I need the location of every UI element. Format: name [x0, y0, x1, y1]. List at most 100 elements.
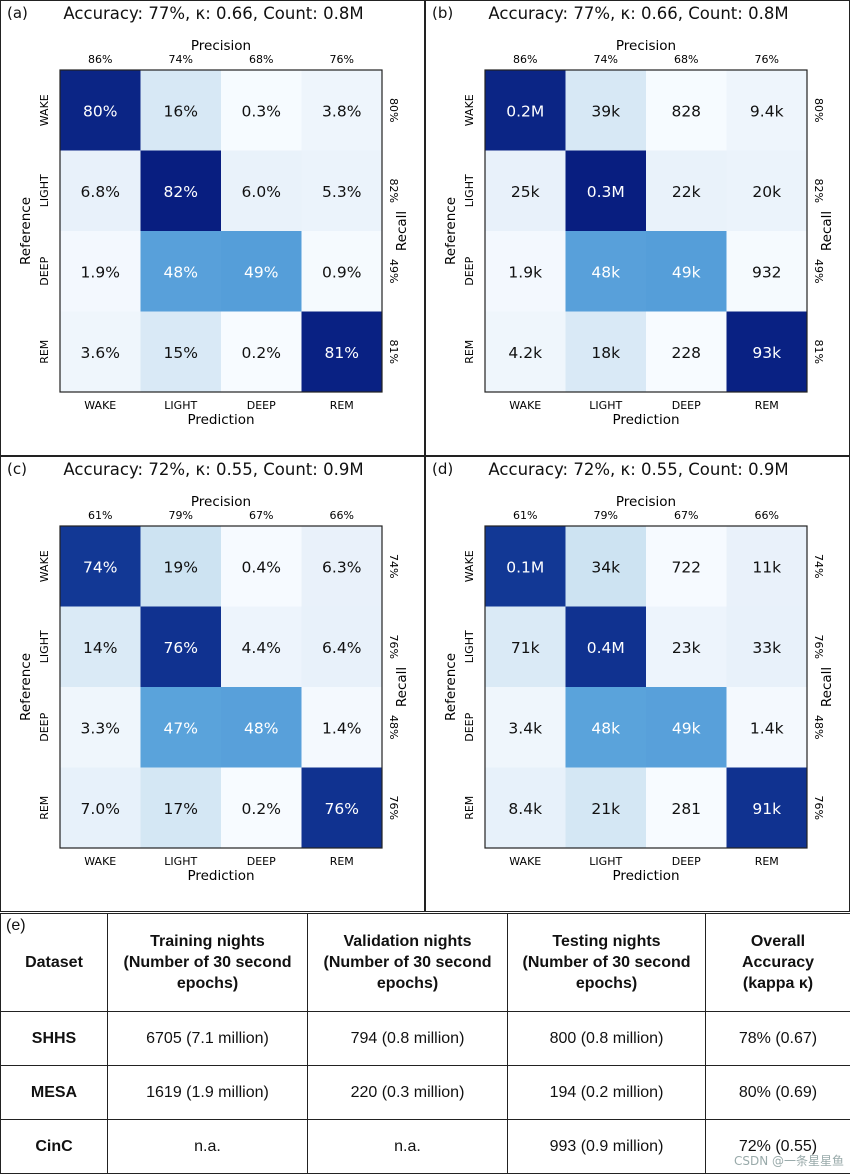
recall-tick-label: 76% — [812, 796, 825, 820]
cell-value-label: 4.4% — [242, 639, 281, 657]
recall-tick-label: 82% — [812, 179, 825, 203]
y-tick-label: LIGHT — [38, 630, 51, 663]
cell-value-label: 8.4k — [508, 800, 542, 818]
cell-value-label: 49% — [244, 263, 278, 281]
x-tick-label: REM — [755, 399, 779, 412]
x-tick-label: LIGHT — [589, 855, 622, 868]
cell-value-label: 22k — [672, 183, 701, 201]
table-row: MESA 1619 (1.9 million) 220 (0.3 million… — [1, 1066, 850, 1120]
y-tick-label: REM — [38, 340, 51, 364]
confusion-matrix-a: 80%16%0.3%3.8%6.8%82%6.0%5.3%1.9%48%49%0… — [1, 1, 426, 457]
precision-tick-label: 68% — [249, 53, 273, 66]
x-tick-label: WAKE — [509, 855, 541, 868]
x-tick-label: REM — [330, 399, 354, 412]
y-tick-label: WAKE — [38, 550, 51, 582]
table-row: SHHS 6705 (7.1 million) 794 (0.8 million… — [1, 1012, 850, 1066]
cell-value-label: 39k — [591, 102, 620, 120]
precision-tick-label: 76% — [330, 53, 354, 66]
cell-value-label: 93k — [752, 344, 781, 362]
cell-value-label: 0.3M — [587, 183, 625, 201]
recall-tick-label: 76% — [387, 796, 400, 820]
cell-value-label: 6.3% — [322, 558, 361, 576]
precision-axis-label: Precision — [616, 38, 676, 54]
precision-tick-label: 61% — [513, 509, 537, 522]
x-axis-label: Prediction — [612, 412, 679, 428]
precision-tick-label: 66% — [330, 509, 354, 522]
y-tick-label: REM — [463, 340, 476, 364]
x-tick-label: LIGHT — [164, 399, 197, 412]
recall-tick-label: 74% — [387, 554, 400, 578]
watermark: CSDN @一条星星鱼 — [734, 1152, 844, 1169]
y-tick-label: REM — [38, 796, 51, 820]
y-axis-label: Reference — [443, 653, 459, 721]
precision-axis-label: Precision — [191, 494, 251, 510]
cell-dataset: SHHS — [1, 1012, 108, 1066]
x-tick-label: WAKE — [509, 399, 541, 412]
y-tick-label: WAKE — [38, 94, 51, 126]
x-tick-label: DEEP — [672, 399, 701, 412]
cell-value-label: 3.8% — [322, 102, 361, 120]
x-tick-label: WAKE — [84, 855, 116, 868]
cell-value-label: 6.8% — [81, 183, 120, 201]
recall-tick-label: 49% — [387, 259, 400, 283]
recall-tick-label: 80% — [812, 98, 825, 122]
x-tick-label: DEEP — [672, 855, 701, 868]
precision-tick-label: 79% — [594, 509, 618, 522]
x-axis-label: Prediction — [187, 412, 254, 428]
cell-validation: n.a. — [308, 1120, 508, 1174]
y-axis-label: Reference — [18, 653, 34, 721]
x-tick-label: LIGHT — [164, 855, 197, 868]
table-header-row: Dataset Training nights(Number of 30 sec… — [1, 914, 850, 1012]
cell-value-label: 81% — [325, 344, 359, 362]
cell-value-label: 9.4k — [750, 102, 784, 120]
cell-value-label: 80% — [83, 102, 117, 120]
cell-value-label: 0.4M — [587, 639, 625, 657]
panel-title-c: Accuracy: 72%, κ: 0.55, Count: 0.9M — [1, 460, 426, 479]
cell-value-label: 4.2k — [508, 344, 542, 362]
cell-testing: 194 (0.2 million) — [508, 1066, 706, 1120]
cell-value-label: 82% — [164, 183, 198, 201]
cell-value-label: 281 — [671, 800, 701, 818]
cell-value-label: 91k — [752, 800, 781, 818]
recall-tick-label: 49% — [812, 259, 825, 283]
recall-tick-label: 74% — [812, 554, 825, 578]
precision-tick-label: 61% — [88, 509, 112, 522]
cell-value-label: 0.4% — [242, 558, 281, 576]
panel-title-b: Accuracy: 77%, κ: 0.66, Count: 0.8M — [426, 4, 850, 23]
cell-value-label: 19% — [164, 558, 198, 576]
panel-title-d: Accuracy: 72%, κ: 0.55, Count: 0.9M — [426, 460, 850, 479]
cell-value-label: 1.4k — [750, 719, 784, 737]
cell-value-label: 3.6% — [81, 344, 120, 362]
recall-tick-label: 48% — [812, 715, 825, 739]
precision-tick-label: 79% — [169, 509, 193, 522]
cell-training: 6705 (7.1 million) — [108, 1012, 308, 1066]
cell-value-label: 48% — [164, 263, 198, 281]
cell-value-label: 3.3% — [81, 719, 120, 737]
cell-value-label: 48% — [244, 719, 278, 737]
recall-tick-label: 80% — [387, 98, 400, 122]
cell-value-label: 1.4% — [322, 719, 361, 737]
cell-value-label: 17% — [164, 800, 198, 818]
cell-value-label: 49k — [672, 263, 701, 281]
table-row: CinC n.a. n.a. 993 (0.9 million) 72% (0.… — [1, 1120, 850, 1174]
x-tick-label: REM — [755, 855, 779, 868]
cell-accuracy: 80% (0.69) — [706, 1066, 850, 1120]
panel-a: 80%16%0.3%3.8%6.8%82%6.0%5.3%1.9%48%49%0… — [0, 0, 425, 456]
recall-axis-label: Recall — [819, 667, 835, 707]
cell-value-label: 49k — [672, 719, 701, 737]
precision-tick-label: 86% — [88, 53, 112, 66]
cell-dataset: CinC — [1, 1120, 108, 1174]
y-tick-label: DEEP — [38, 256, 51, 285]
precision-tick-label: 74% — [169, 53, 193, 66]
recall-tick-label: 48% — [387, 715, 400, 739]
cell-value-label: 20k — [752, 183, 781, 201]
y-tick-label: DEEP — [463, 256, 476, 285]
y-tick-label: WAKE — [463, 94, 476, 126]
cell-value-label: 0.3% — [242, 102, 281, 120]
cell-validation: 794 (0.8 million) — [308, 1012, 508, 1066]
